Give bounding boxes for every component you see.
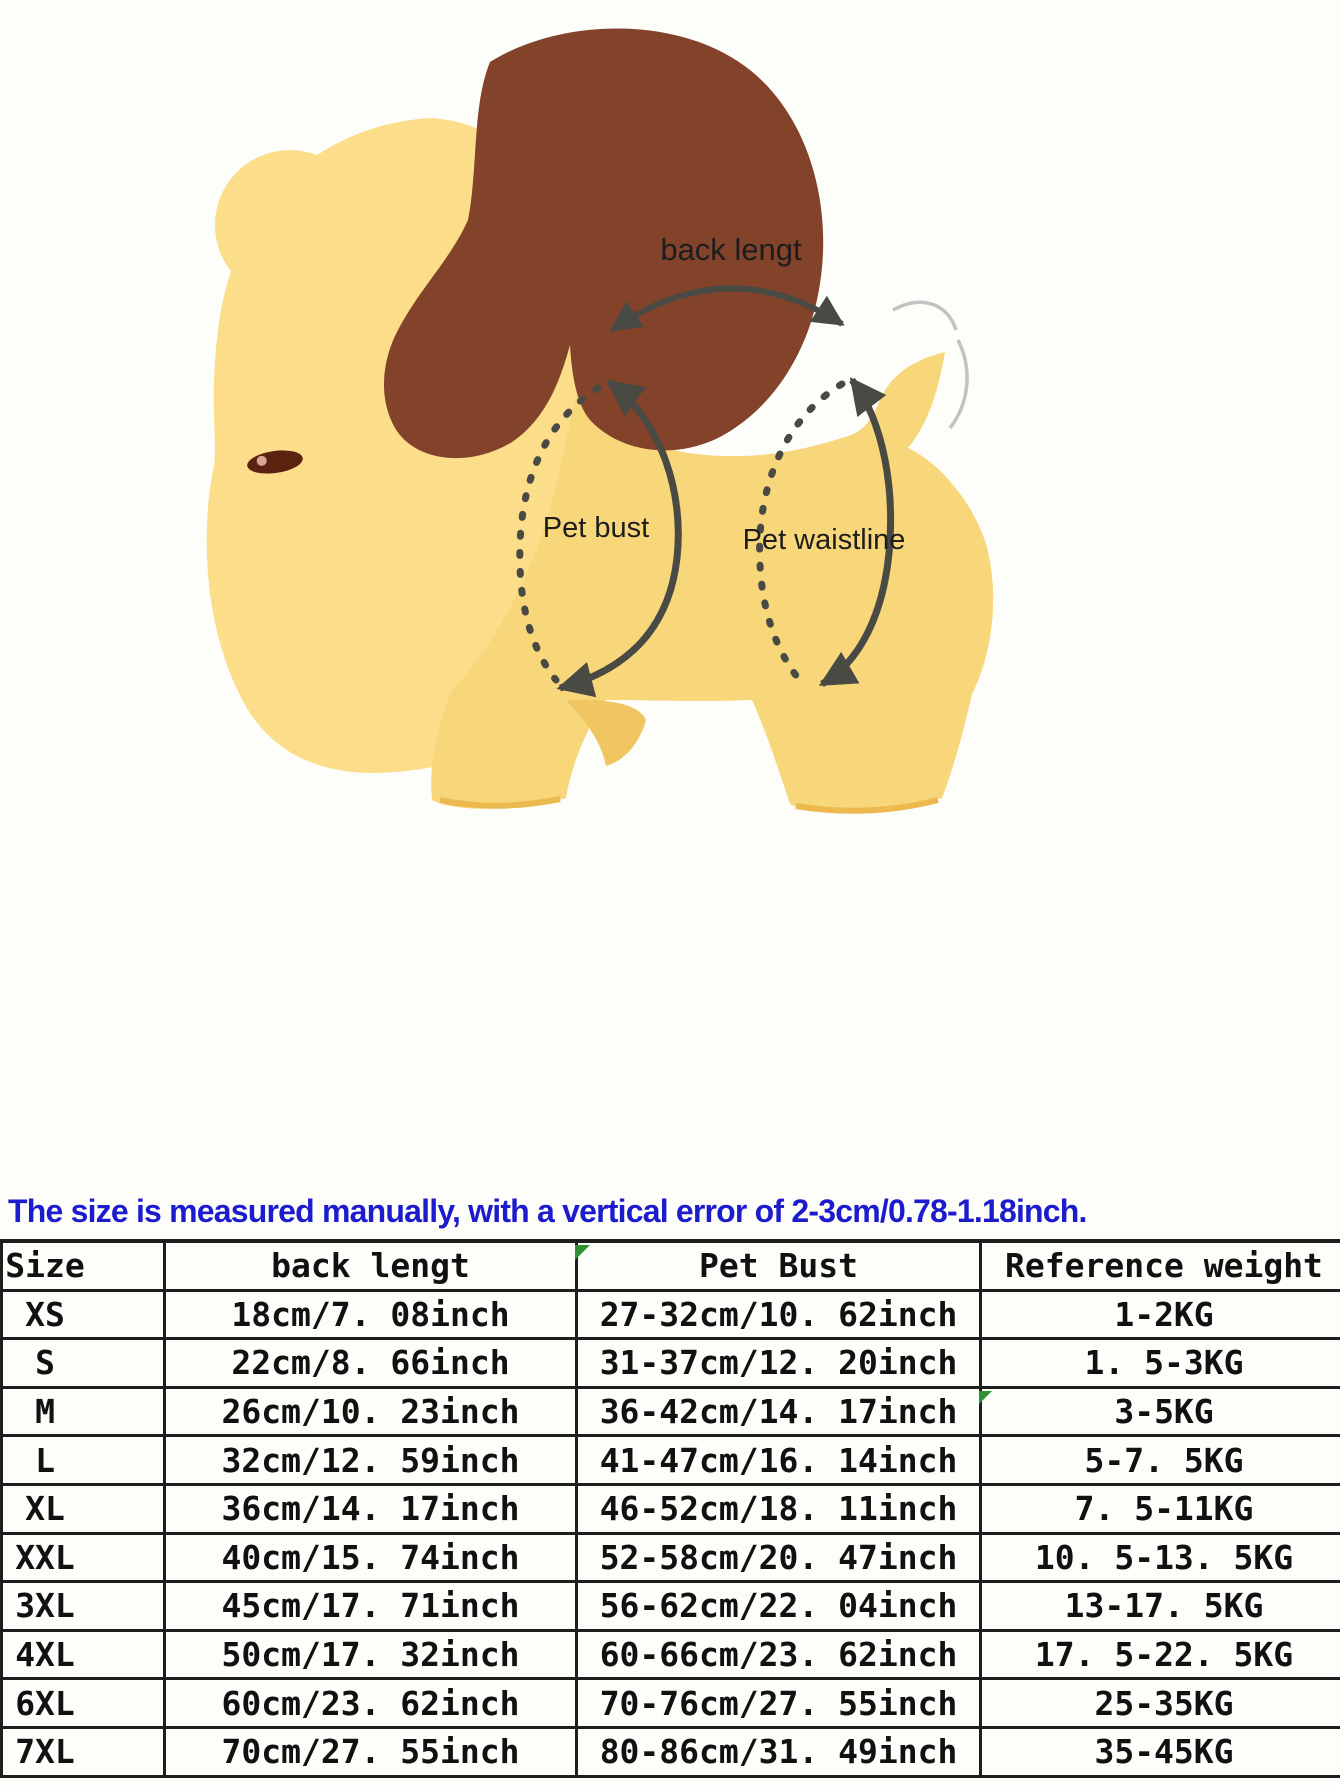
hind-foot-shade bbox=[795, 797, 939, 814]
table-row: XL 36cm/14. 17inch 46-52cm/18. 11inch 7.… bbox=[0, 1482, 1340, 1535]
column-header-reference-weight: Reference weight bbox=[979, 1238, 1340, 1292]
table-row: 3XL 45cm/17. 71inch 56-62cm/22. 04inch 1… bbox=[0, 1580, 1340, 1632]
back-length-cell: 26cm/10. 23inch bbox=[163, 1385, 578, 1438]
waistline-ellipse-solid bbox=[818, 377, 895, 688]
bust-cell: 36-42cm/14. 17inch bbox=[575, 1385, 982, 1438]
bust-cell: 70-76cm/27. 55inch bbox=[575, 1677, 982, 1729]
weight-cell: 5-7. 5KG bbox=[979, 1434, 1340, 1486]
back-length-cell: 18cm/7. 08inch bbox=[163, 1288, 578, 1341]
dog-far-leg bbox=[566, 699, 646, 766]
weight-cell: 1. 5-3KG bbox=[979, 1337, 1340, 1389]
table-row: XS 18cm/7. 08inch 27-32cm/10. 62inch 1-2… bbox=[0, 1288, 1340, 1341]
back-length-label: back lengt bbox=[660, 232, 802, 267]
back-length-cell: 60cm/23. 62inch bbox=[163, 1677, 578, 1729]
weight-cell: 1-2KG bbox=[979, 1288, 1340, 1341]
bust-cell: 46-52cm/18. 11inch bbox=[575, 1482, 982, 1535]
table-row: XXL 40cm/15. 74inch 52-58cm/20. 47inch 1… bbox=[0, 1531, 1340, 1584]
size-cell: 6XL bbox=[0, 1677, 166, 1729]
weight-cell: 17. 5-22. 5KG bbox=[979, 1628, 1340, 1681]
size-chart-table: Size back lengt Pet Bust Reference weigh… bbox=[0, 1238, 1340, 1778]
back-length-cell: 50cm/17. 32inch bbox=[163, 1628, 578, 1681]
bust-cell: 56-62cm/22. 04inch bbox=[575, 1580, 982, 1632]
front-foot-shade bbox=[439, 796, 561, 809]
column-header-back-length: back lengt bbox=[163, 1238, 578, 1292]
table-row: 4XL 50cm/17. 32inch 60-66cm/23. 62inch 1… bbox=[0, 1628, 1340, 1681]
size-diagram-illustration: back lengt Pet bust Pet waistline bbox=[206, 28, 994, 814]
column-header-size: Size bbox=[0, 1238, 166, 1292]
dog-hat bbox=[383, 28, 824, 459]
waistline-ellipse-dashed bbox=[756, 380, 846, 682]
size-cell: 3XL bbox=[0, 1580, 166, 1632]
comment-marker-bust-header bbox=[575, 1245, 590, 1260]
bust-ellipse-solid bbox=[556, 379, 682, 698]
column-header-pet-bust: Pet Bust bbox=[575, 1238, 982, 1292]
weight-cell: 35-45KG bbox=[979, 1725, 1340, 1778]
dog-mouth bbox=[247, 450, 303, 474]
size-cell: 4XL bbox=[0, 1628, 166, 1681]
back-length-cell: 40cm/15. 74inch bbox=[163, 1531, 578, 1584]
table-row: S 22cm/8. 66inch 31-37cm/12. 20inch 1. 5… bbox=[0, 1337, 1340, 1389]
table-row: M 26cm/10. 23inch 36-42cm/14. 17inch 3-5… bbox=[0, 1385, 1340, 1438]
size-cell: XS bbox=[0, 1288, 166, 1341]
bust-cell: 52-58cm/20. 47inch bbox=[575, 1531, 982, 1584]
bust-cell: 60-66cm/23. 62inch bbox=[575, 1628, 982, 1681]
size-cell: XXL bbox=[0, 1531, 166, 1584]
bust-cell: 80-86cm/31. 49inch bbox=[575, 1725, 982, 1778]
weight-cell: 7. 5-11KG bbox=[979, 1482, 1340, 1535]
weight-cell: 25-35KG bbox=[979, 1677, 1340, 1729]
bust-label: Pet bust bbox=[543, 512, 649, 544]
weight-cell: 3-5KG bbox=[979, 1385, 1340, 1438]
measurement-note: The size is measured manually, with a ve… bbox=[8, 1193, 1087, 1229]
bust-cell: 27-32cm/10. 62inch bbox=[575, 1288, 982, 1341]
back-length-cell: 45cm/17. 71inch bbox=[163, 1580, 578, 1632]
bust-cell: 31-37cm/12. 20inch bbox=[575, 1337, 982, 1389]
table-row: 6XL 60cm/23. 62inch 70-76cm/27. 55inch 2… bbox=[0, 1677, 1340, 1729]
back-length-cell: 70cm/27. 55inch bbox=[163, 1725, 578, 1778]
size-cell: L bbox=[0, 1434, 166, 1486]
table-row: L 32cm/12. 59inch 41-47cm/16. 14inch 5-7… bbox=[0, 1434, 1340, 1486]
comment-marker-weight-m-row bbox=[979, 1391, 992, 1404]
size-cell: XL bbox=[0, 1482, 166, 1535]
weight-cell: 10. 5-13. 5KG bbox=[979, 1531, 1340, 1584]
tail-curl-line bbox=[892, 300, 958, 331]
bust-cell: 41-47cm/16. 14inch bbox=[575, 1434, 982, 1486]
waistline-label: Pet waistline bbox=[743, 524, 906, 556]
back-length-cell: 36cm/14. 17inch bbox=[163, 1482, 578, 1535]
back-length-cell: 32cm/12. 59inch bbox=[163, 1434, 578, 1486]
size-cell: 7XL bbox=[0, 1725, 166, 1778]
size-cell: S bbox=[0, 1337, 166, 1389]
back-length-arrow bbox=[609, 285, 845, 333]
table-header-row: Size back lengt Pet Bust Reference weigh… bbox=[0, 1238, 1340, 1292]
size-cell: M bbox=[0, 1385, 166, 1438]
tail-curl-line bbox=[948, 339, 969, 430]
back-length-cell: 22cm/8. 66inch bbox=[163, 1337, 578, 1389]
weight-cell: 13-17. 5KG bbox=[979, 1580, 1340, 1632]
table-row: 7XL 70cm/27. 55inch 80-86cm/31. 49inch 3… bbox=[0, 1725, 1340, 1778]
